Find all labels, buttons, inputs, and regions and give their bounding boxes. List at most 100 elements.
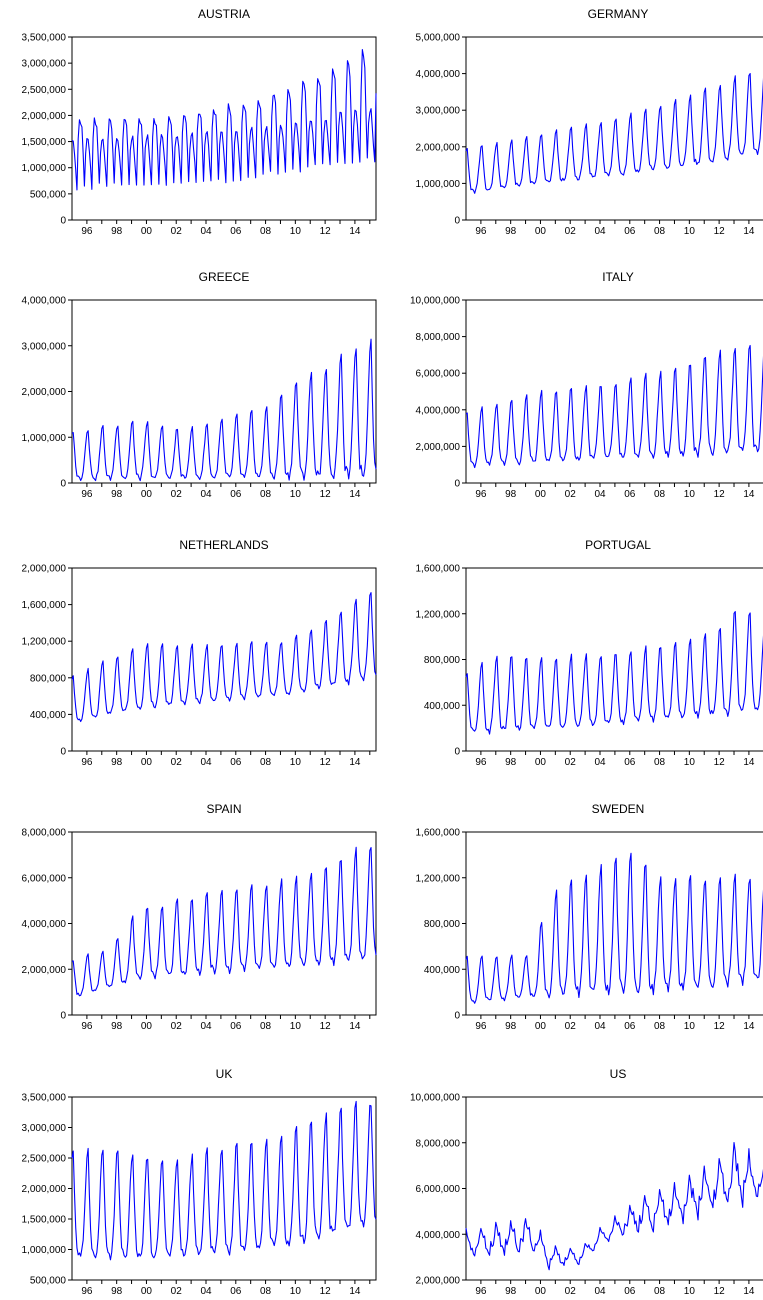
netherlands-y-tick-label: 1,200,000: [22, 637, 67, 648]
spain-x-tick-label: 10: [290, 1021, 302, 1032]
netherlands-x-tick-label: 04: [200, 757, 212, 768]
germany-series-line: [465, 72, 763, 194]
us-x-tick-label: 00: [535, 1286, 547, 1297]
spain-x-tick-label: 12: [320, 1021, 332, 1032]
sweden-x-tick-label: 00: [535, 1021, 547, 1032]
spain-x-tick-label: 08: [260, 1021, 272, 1032]
netherlands-x-tick-label: 12: [320, 757, 332, 768]
netherlands-chart-title: NETHERLANDS: [179, 538, 268, 552]
germany-y-tick-label: 5,000,000: [416, 33, 461, 44]
netherlands-x-tick-label: 08: [260, 757, 272, 768]
italy-x-tick-label: 04: [594, 489, 606, 500]
greece-y-tick-label: 2,000,000: [22, 387, 67, 398]
sweden-y-tick-label: 1,200,000: [416, 873, 461, 884]
italy-x-tick-label: 00: [535, 489, 547, 500]
italy-y-tick-label: 4,000,000: [416, 405, 461, 416]
us-x-tick-label: 08: [654, 1286, 666, 1297]
portugal-y-tick-label: 0: [454, 747, 460, 758]
portugal-y-tick-label: 1,200,000: [416, 609, 461, 620]
uk-y-tick-label: 500,000: [30, 1276, 67, 1287]
greece-y-tick-label: 0: [60, 479, 66, 490]
germany-x-tick-label: 06: [624, 226, 636, 237]
greece-y-tick-label: 3,000,000: [22, 341, 67, 352]
greece-x-tick-label: 06: [230, 489, 242, 500]
portugal-x-tick-label: 10: [684, 757, 696, 768]
italy-series-line: [465, 344, 763, 469]
austria-x-tick-label: 00: [141, 226, 153, 237]
greece-x-tick-label: 10: [290, 489, 302, 500]
netherlands-x-tick-label: 98: [111, 757, 123, 768]
italy-x-tick-label: 14: [743, 489, 755, 500]
sweden-x-tick-label: 08: [654, 1021, 666, 1032]
italy-x-tick-label: 96: [475, 489, 487, 500]
portugal-x-tick-label: 14: [743, 757, 755, 768]
netherlands-y-tick-label: 400,000: [30, 710, 67, 721]
us-plot-frame: [465, 1096, 763, 1281]
uk-series-line: [71, 1100, 377, 1261]
greece-x-tick-label: 02: [171, 489, 183, 500]
netherlands-y-tick-label: 2,000,000: [22, 564, 67, 575]
spain-series-line: [71, 846, 377, 997]
austria-y-tick-label: 1,500,000: [22, 137, 67, 148]
italy-y-tick-label: 8,000,000: [416, 332, 461, 343]
austria-x-tick-label: 98: [111, 226, 123, 237]
spain-x-tick-label: 00: [141, 1021, 153, 1032]
netherlands-y-tick-label: 800,000: [30, 673, 67, 684]
germany-y-tick-label: 0: [454, 216, 460, 227]
germany-x-tick-label: 02: [565, 226, 577, 237]
greece-x-tick-label: 98: [111, 489, 123, 500]
portugal-x-tick-label: 98: [505, 757, 517, 768]
austria-y-tick-label: 2,500,000: [22, 85, 67, 96]
portugal-chart-title: PORTUGAL: [585, 538, 651, 552]
germany-x-tick-label: 00: [535, 226, 547, 237]
us-chart-title: US: [610, 1067, 627, 1081]
uk-y-tick-label: 2,500,000: [22, 1154, 67, 1165]
portugal-x-tick-label: 96: [475, 757, 487, 768]
sweden-plot-frame: [465, 831, 763, 1016]
uk-x-tick-label: 00: [141, 1286, 153, 1297]
sweden-y-tick-label: 0: [454, 1011, 460, 1022]
spain-y-tick-label: 0: [60, 1011, 66, 1022]
netherlands-x-tick-label: 14: [349, 757, 361, 768]
us-y-tick-label: 4,000,000: [416, 1230, 461, 1241]
greece-series-line: [71, 338, 377, 482]
uk-y-tick-label: 3,000,000: [22, 1123, 67, 1134]
italy-y-tick-label: 0: [454, 479, 460, 490]
uk-x-tick-label: 96: [81, 1286, 93, 1297]
portugal-x-tick-label: 00: [535, 757, 547, 768]
sweden-y-tick-label: 400,000: [424, 965, 461, 976]
spain-x-tick-label: 98: [111, 1021, 123, 1032]
austria-chart-title: AUSTRIA: [198, 7, 250, 21]
portugal-x-tick-label: 12: [714, 757, 726, 768]
austria-x-tick-label: 10: [290, 226, 302, 237]
uk-x-tick-label: 98: [111, 1286, 123, 1297]
greece-x-tick-label: 08: [260, 489, 272, 500]
greece-x-tick-label: 96: [81, 489, 93, 500]
spain-x-tick-label: 04: [200, 1021, 212, 1032]
sweden-y-tick-label: 800,000: [424, 919, 461, 930]
spain-y-tick-label: 2,000,000: [22, 965, 67, 976]
greece-x-tick-label: 14: [349, 489, 361, 500]
austria-x-tick-label: 96: [81, 226, 93, 237]
austria-x-tick-label: 04: [200, 226, 212, 237]
us-x-tick-label: 14: [743, 1286, 755, 1297]
netherlands-x-tick-label: 00: [141, 757, 153, 768]
us-x-tick-label: 98: [505, 1286, 517, 1297]
germany-y-tick-label: 1,000,000: [416, 179, 461, 190]
portugal-x-tick-label: 08: [654, 757, 666, 768]
us-series-line: [465, 1141, 763, 1271]
netherlands-x-tick-label: 96: [81, 757, 93, 768]
austria-x-tick-label: 02: [171, 226, 183, 237]
us-x-tick-label: 96: [475, 1286, 487, 1297]
uk-x-tick-label: 02: [171, 1286, 183, 1297]
spain-x-tick-label: 96: [81, 1021, 93, 1032]
sweden-y-tick-label: 1,600,000: [416, 828, 461, 839]
italy-plot-frame: [465, 299, 763, 484]
portugal-x-tick-label: 06: [624, 757, 636, 768]
germany-y-tick-label: 2,000,000: [416, 142, 461, 153]
sweden-x-tick-label: 10: [684, 1021, 696, 1032]
sweden-x-tick-label: 04: [594, 1021, 606, 1032]
austria-x-tick-label: 12: [320, 226, 332, 237]
us-x-tick-label: 02: [565, 1286, 577, 1297]
